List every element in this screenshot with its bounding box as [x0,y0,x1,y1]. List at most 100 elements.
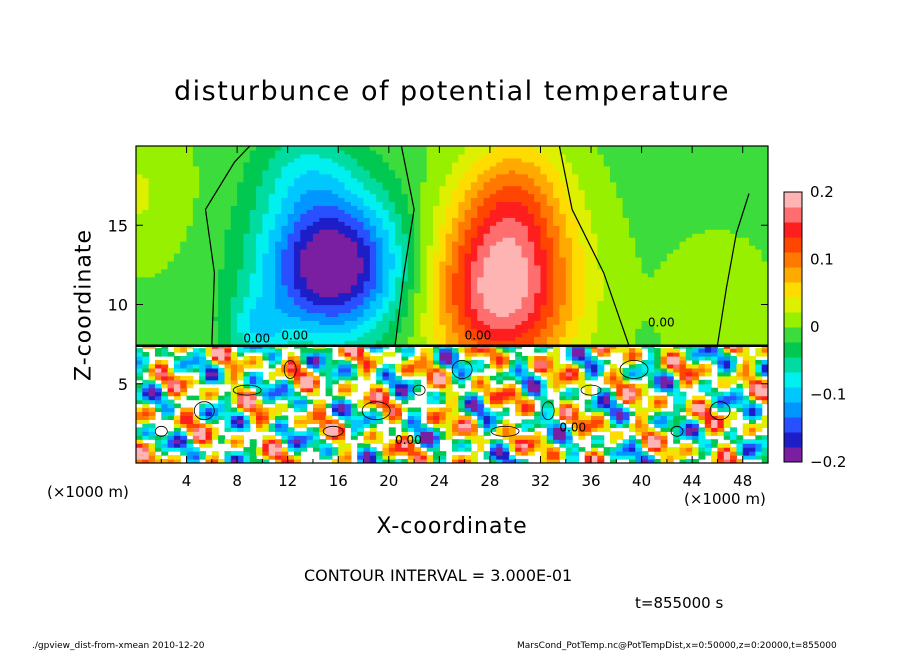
heatmap-cell [281,383,289,389]
heatmap-cell [287,320,295,325]
heatmap-cell [395,332,403,337]
heatmap-cell [363,177,371,183]
heatmap-cell [357,284,365,290]
heatmap-cell [186,320,194,325]
heatmap-cell [496,201,504,207]
heatmap-cell [275,431,282,436]
heatmap-cell [433,205,440,210]
heatmap-cell [357,336,365,341]
heatmap-cell [502,157,510,163]
heatmap-cell [433,336,440,341]
heatmap-cell [369,245,377,250]
heatmap-cell [319,205,327,210]
heatmap-cell [281,256,289,262]
heatmap-cell [237,451,245,456]
heatmap-cell [439,149,447,155]
heatmap-cell [508,169,516,175]
heatmap-cell [546,272,554,278]
heatmap-cell [477,268,485,274]
heatmap-cell [483,431,491,436]
heatmap-cell [470,165,478,171]
heatmap-cell [243,205,251,210]
heatmap-cell [281,252,289,258]
heatmap-cell [496,157,504,163]
heatmap-cell [256,371,263,377]
heatmap-cell [407,217,415,222]
heatmap-cell [376,312,384,317]
heatmap-cell [433,447,440,452]
heatmap-cell [306,359,314,365]
heatmap-cell [515,447,523,452]
heatmap-cell [243,459,251,463]
heatmap-cell [565,403,573,409]
heatmap-cell [401,181,409,187]
heatmap-cell [148,427,156,432]
heatmap-cell [445,359,453,365]
heatmap-cell [489,336,497,341]
heatmap-cell [338,217,346,222]
heatmap-cell [420,427,428,432]
heatmap-cell [294,455,301,460]
heatmap-cell [136,300,143,306]
heatmap-cell [161,383,169,389]
heatmap-cell [338,165,346,171]
heatmap-cell [199,431,207,436]
heatmap-cell [211,245,219,250]
heatmap-cell [211,427,219,432]
heatmap-cell [515,320,523,325]
heatmap-cell [186,221,194,226]
heatmap-cell [489,249,497,254]
heatmap-cell [312,447,320,452]
heatmap-cell [458,213,466,218]
heatmap-cell [294,157,301,163]
heatmap-cell [452,423,459,428]
heatmap-cell [180,375,188,381]
heatmap-cell [237,427,245,432]
heatmap-cell [464,268,472,274]
heatmap-cell [256,272,263,278]
heatmap-cell [154,304,162,310]
heatmap-cell [546,371,554,377]
heatmap-cell [445,399,453,405]
heatmap-cell [357,415,365,421]
heatmap-cell [477,359,485,365]
heatmap-cell [559,245,567,250]
heatmap-cell [154,241,162,246]
heatmap-cell [414,193,421,199]
heatmap-cell [218,359,226,365]
heatmap-cell [477,233,485,238]
heatmap-cell [489,221,497,226]
heatmap-cell [534,423,542,428]
heatmap-cell [388,157,396,163]
heatmap-cell [369,205,377,210]
heatmap-cell [464,328,472,333]
heatmap-cell [489,177,497,183]
heatmap-cell [546,312,554,317]
heatmap-cell [540,229,548,234]
heatmap-cell [508,383,516,389]
heatmap-cell [218,268,226,274]
heatmap-cell [483,352,491,357]
heatmap-cell [300,193,308,199]
heatmap-cell [344,352,352,357]
heatmap-cell [199,356,207,361]
heatmap-cell [452,455,459,460]
heatmap-cell [546,173,554,179]
heatmap-cell [502,264,510,270]
heatmap-cell [363,359,371,365]
heatmap-cell [192,221,200,226]
heatmap-cell [515,363,523,369]
heatmap-cell [395,308,403,314]
heatmap-cell [243,276,251,282]
heatmap-cell [540,300,548,306]
heatmap-cell [388,391,396,397]
heatmap-cell [136,391,143,397]
heatmap-cell [515,403,523,409]
heatmap-cell [148,336,156,341]
heatmap-cell [161,435,169,440]
heatmap-cell [161,447,169,452]
heatmap-cell [275,233,282,238]
heatmap-cell [154,387,162,393]
heatmap-cell [489,427,497,432]
heatmap-cell [249,153,257,159]
